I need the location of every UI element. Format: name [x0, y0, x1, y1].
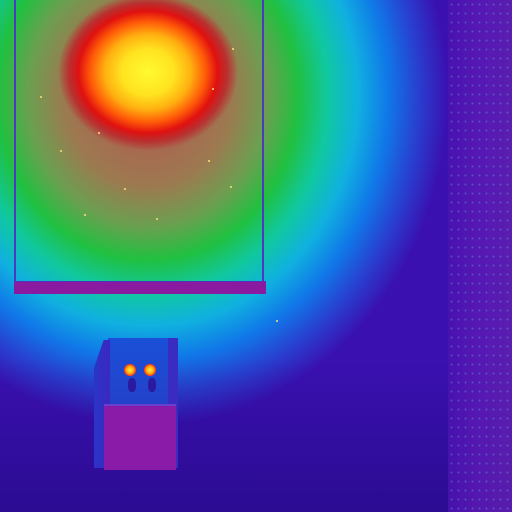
- noise-speck: [232, 48, 234, 50]
- object-base-right: [148, 378, 156, 392]
- hot-spot-right: [144, 364, 156, 376]
- hot-object: [120, 356, 166, 398]
- noise-speck: [60, 150, 62, 152]
- hot-spot-left: [124, 364, 136, 376]
- object-base-left: [128, 378, 136, 392]
- box-back-panel: [108, 338, 174, 408]
- window-sill: [14, 281, 266, 294]
- noise-speck: [230, 186, 232, 188]
- noise-speck: [276, 320, 278, 322]
- window-frame: [14, 0, 264, 282]
- right-wall: [448, 0, 512, 512]
- box-right-panel: [168, 338, 178, 468]
- noise-speck: [124, 188, 126, 190]
- noise-speck: [212, 88, 214, 90]
- box-front-panel: [104, 404, 176, 470]
- noise-speck: [98, 132, 100, 134]
- noise-speck: [84, 214, 86, 216]
- noise-speck: [208, 160, 210, 162]
- noise-speck: [40, 96, 42, 98]
- noise-speck: [156, 218, 158, 220]
- right-wall-texture: [448, 0, 512, 512]
